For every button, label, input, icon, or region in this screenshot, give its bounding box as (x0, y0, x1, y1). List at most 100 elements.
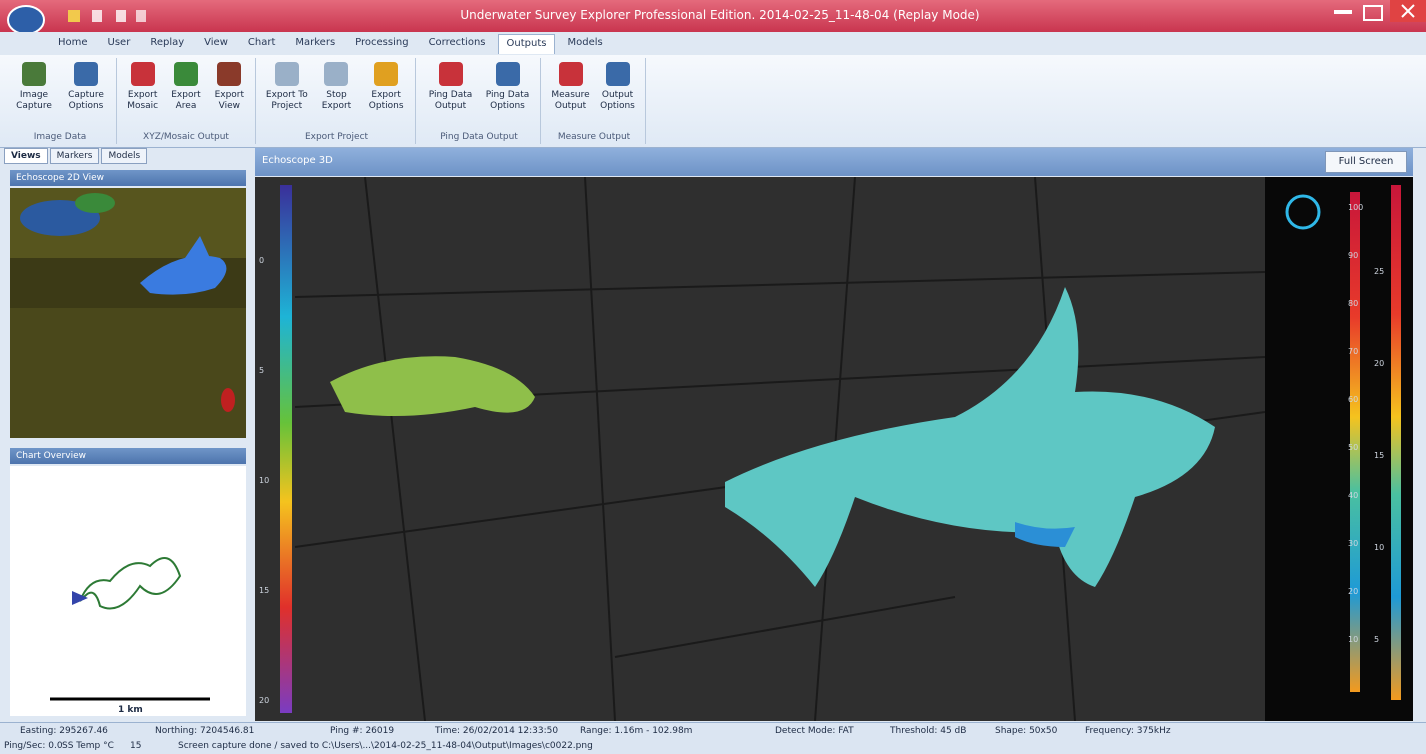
button-icon (274, 62, 299, 86)
ribbon-button[interactable]: Export Options (361, 62, 411, 112)
button-icon (495, 62, 520, 86)
scale-label: 50 (1348, 443, 1359, 452)
ribbon-button[interactable]: Ping Data Output (422, 62, 479, 112)
scale-label: 10 (259, 476, 270, 485)
scale-label: 1 km (118, 705, 143, 715)
button-label: Stop Export (321, 90, 352, 111)
scale-label: 5 (1374, 635, 1380, 644)
scale-label: 20 (259, 696, 270, 705)
button-label: Ping Data Output (428, 90, 473, 111)
status-item: Screen capture done / saved to C:\Users\… (178, 741, 593, 751)
button-icon (374, 62, 399, 86)
panel-header: Echoscope 2D View (10, 170, 246, 186)
status-bar: Easting: 295267.46 Northing: 7204546.81 Pi… (0, 722, 1426, 754)
ribbon-button[interactable]: Export To Project (262, 62, 312, 112)
button-icon (217, 62, 242, 86)
scale-label: 90 (1348, 251, 1359, 260)
ribbon-tab[interactable]: Replay (150, 37, 185, 48)
status-item: Easting: 295267.46 (20, 726, 108, 736)
chart-overview (10, 466, 246, 716)
ribbon-tab[interactable]: Markers (295, 37, 336, 48)
scale-label: 10 (1374, 543, 1385, 552)
ribbon-group: Measure Output Output Options Measure Outp… (543, 58, 646, 144)
ribbon-button[interactable]: Export Area (164, 62, 207, 112)
status-item: Time: 26/02/2014 12:33:50 (435, 726, 559, 736)
ribbon-tab[interactable]: Chart (247, 37, 276, 48)
ribbon-group: Image Capture Capture Options Image Data (4, 58, 117, 144)
ribbon-group: Ping Data Output Ping Data Options Ping Da… (418, 58, 541, 144)
button-label: Ping Data Options (485, 90, 530, 111)
status-item: Detect Mode: FAT (775, 726, 854, 736)
ribbon-button[interactable]: Stop Export (312, 62, 362, 112)
ribbon-tab[interactable]: User (107, 37, 131, 48)
status-item: Ping #: 26019 (330, 726, 395, 736)
button-label: Export Mosaic (127, 90, 159, 111)
ribbon-button[interactable]: Measure Output (547, 62, 594, 112)
button-label: Measure Output (551, 90, 590, 111)
button-icon (558, 62, 583, 86)
window-title: Underwater Survey Explorer Professional … (460, 8, 980, 22)
ribbon-tab[interactable]: Processing (355, 37, 409, 48)
ribbon-button[interactable]: Export Mosaic (121, 62, 164, 112)
button-label: Output Options (600, 90, 635, 111)
panel-header: Chart Overview (10, 448, 246, 464)
scale-label: 100 (1348, 203, 1364, 212)
scale-label: 25 (1374, 267, 1385, 276)
button-label: Export Area (171, 90, 201, 111)
scale-label: 20 (1374, 359, 1385, 368)
ribbon-tab[interactable]: Outputs (497, 34, 556, 54)
group-label: Measure Output (557, 132, 631, 142)
button-label: Export To Project (265, 90, 308, 111)
ribbon-group: Export To Project Stop Export Export Optio… (258, 58, 416, 144)
button-label: Image Capture (16, 90, 52, 111)
view-header (255, 148, 1413, 176)
view-title: Echoscope 3D (262, 155, 333, 166)
button-icon (324, 62, 349, 86)
ribbon-tab[interactable]: Home (58, 37, 88, 48)
ribbon-tab[interactable]: Models (567, 37, 603, 48)
window-controls (1334, 0, 1426, 22)
panel-tab[interactable]: Views (4, 148, 48, 164)
scale-label: 30 (1348, 539, 1359, 548)
quick-access (7, 5, 146, 32)
echoscope-2d-view (10, 188, 246, 438)
panel-tab[interactable]: Markers (49, 148, 100, 164)
ribbon-button[interactable]: Output Options (594, 62, 641, 112)
button-icon (22, 62, 46, 86)
scale-label: 70 (1348, 347, 1359, 356)
ribbon-group: Export Mosaic Export Area Export View XYZ/M… (117, 58, 256, 144)
scale-label: 5 (259, 366, 265, 375)
panel-tab[interactable]: Models (101, 148, 148, 164)
status-item: Range: 1.16m - 102.98m (580, 726, 693, 736)
echoscope-3d-view (255, 177, 1413, 721)
ribbon-button[interactable]: Export View (208, 62, 251, 112)
scale-label: 60 (1348, 395, 1359, 404)
full-screen-button[interactable]: Full Screen (1325, 151, 1407, 173)
maximize[interactable] (1363, 5, 1383, 21)
status-item: Threshold: 45 dB (890, 726, 967, 736)
ribbon-tabs: Home User Replay View Chart Markers Processing… (50, 34, 611, 54)
status-item: 15 (130, 741, 142, 751)
scale-label: 0 (259, 256, 265, 265)
minimize[interactable] (1334, 10, 1352, 14)
scale-label: 10 (1348, 635, 1359, 644)
status-item: Ping/Sec: 0.0 (4, 741, 63, 751)
button-icon (605, 62, 630, 86)
group-label: Ping Data Output (440, 132, 518, 142)
scale-label: 40 (1348, 491, 1359, 500)
group-label: Export Project (304, 132, 369, 142)
status-item: Shape: 50x50 (995, 726, 1058, 736)
button-label: Export View (214, 90, 245, 111)
ribbon-tab[interactable]: View (204, 37, 228, 48)
button-label: Export Options (368, 90, 404, 111)
ribbon-button[interactable]: Ping Data Options (479, 62, 536, 112)
button-icon (74, 62, 98, 86)
ribbon-tab[interactable]: Corrections (428, 37, 486, 48)
group-label: XYZ/Mosaic Output (143, 132, 229, 142)
status-item: Northing: 7204546.81 (155, 726, 255, 736)
button-icon (173, 62, 198, 86)
ribbon-button[interactable]: Image Capture (8, 62, 60, 112)
ribbon-button[interactable]: Capture Options (60, 62, 112, 112)
scale-label: 15 (259, 586, 270, 595)
